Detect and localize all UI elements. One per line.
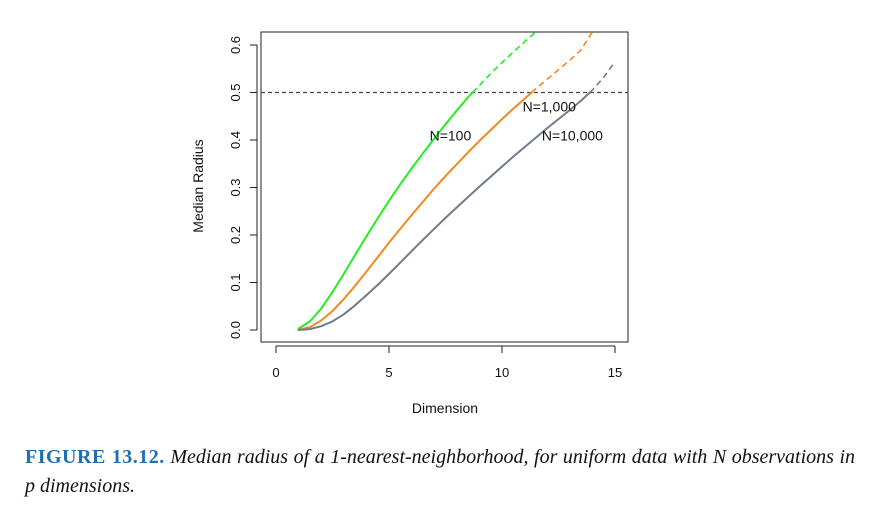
annotation-n-100: N=100 — [430, 128, 472, 144]
series-line-n-100 — [297, 91, 474, 330]
x-tick-label: 5 — [385, 365, 392, 380]
plot-area: 0 5 10 15 0.0 0.1 0.2 0.3 0.4 0.5 0.6 N=100 N=1,00… — [190, 31, 629, 416]
series-extension-n-1-000 — [531, 32, 594, 94]
x-axis: 0 5 10 15 — [272, 345, 622, 380]
x-axis-title: Dimension — [412, 400, 478, 416]
series-line-n-1-000 — [297, 91, 533, 331]
y-tick-label: 0.5 — [228, 83, 243, 101]
y-tick-label: 0.2 — [228, 226, 243, 244]
y-axis: 0.0 0.1 0.2 0.3 0.4 0.5 0.6 — [228, 36, 258, 339]
series-lines — [297, 32, 616, 331]
y-tick-label: 0.6 — [228, 36, 243, 54]
y-axis-title: Median Radius — [190, 139, 206, 232]
x-tick-label: 0 — [272, 365, 279, 380]
x-tick-label: 10 — [495, 365, 509, 380]
x-tick-label: 15 — [608, 365, 622, 380]
y-tick-label: 0.0 — [228, 321, 243, 339]
series-extension-n-10-000 — [589, 61, 616, 94]
annotation-n-1-000: N=1,000 — [523, 99, 577, 115]
series-annotations: N=100 N=1,000 N=10,000 — [430, 99, 604, 144]
y-tick-label: 0.4 — [228, 131, 243, 149]
y-tick-label: 0.3 — [228, 178, 243, 196]
series-extension-n-100 — [472, 32, 537, 94]
figure-label: FIGURE 13.12. — [25, 446, 165, 468]
series-line-n-10-000 — [297, 91, 591, 331]
annotation-n-10-000: N=10,000 — [542, 128, 603, 144]
caption-text: Median radius of a 1-nearest-neighborhoo… — [25, 446, 855, 497]
figure-caption: FIGURE 13.12. Median radius of a 1-neare… — [25, 443, 855, 501]
plot-frame — [260, 31, 629, 343]
y-tick-label: 0.1 — [228, 273, 243, 291]
